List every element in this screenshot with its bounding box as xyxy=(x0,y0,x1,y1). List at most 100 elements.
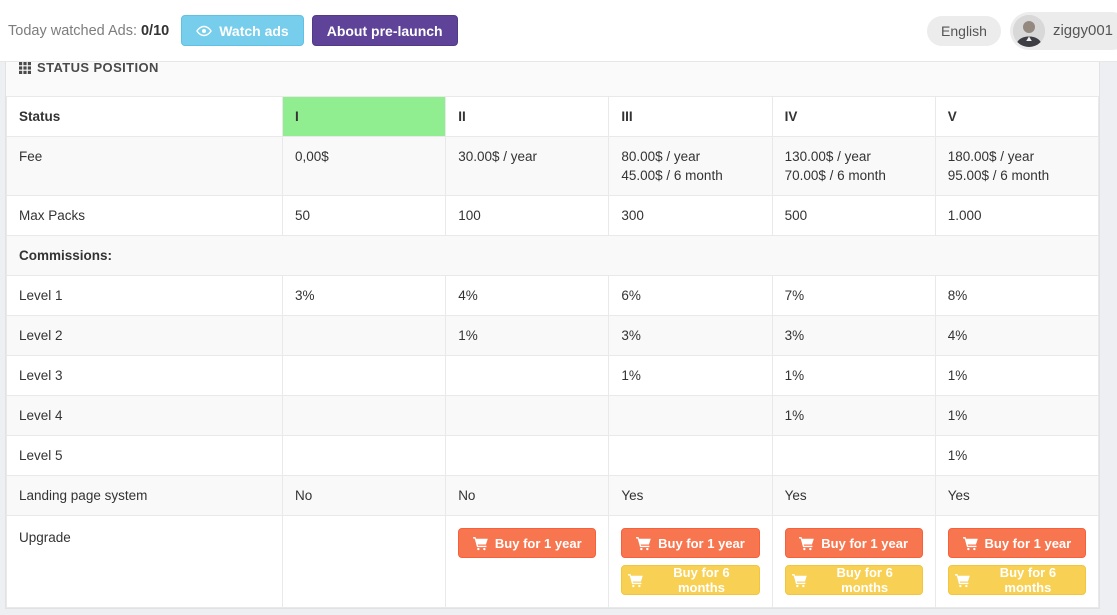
level-5-status-1 xyxy=(281,435,447,476)
table-header-row: Status I II III IV V xyxy=(6,96,1100,137)
avatar xyxy=(1012,14,1045,47)
landing-status-3: Yes xyxy=(608,475,773,516)
fee-year-price: 130.00$ / year xyxy=(784,149,871,164)
upgrade-status-3: Buy for 1 year Buy for 6 months xyxy=(608,515,773,608)
fee-status-4: 130.00$ / year 70.00$ / 6 month xyxy=(771,136,936,196)
level-5-status-4 xyxy=(771,435,936,476)
landing-status-1: No xyxy=(281,475,447,516)
panel-title: STATUS POSITION xyxy=(19,60,159,75)
row-label-level-3: Level 3 xyxy=(6,355,283,396)
navbar-left: Today watched Ads: 0/10 Watch ads About p… xyxy=(0,15,458,46)
max-packs-status-1: 50 xyxy=(281,195,447,236)
fee-status-3: 80.00$ / year 45.00$ / 6 month xyxy=(608,136,773,196)
row-label-level-2: Level 2 xyxy=(6,315,283,356)
max-packs-status-4: 500 xyxy=(771,195,936,236)
level-2-status-2: 1% xyxy=(445,315,610,356)
row-label-max-packs: Max Packs xyxy=(6,195,283,236)
row-label-landing-page-system: Landing page system xyxy=(6,475,283,516)
buy-6-months-button-status-5[interactable]: Buy for 6 months xyxy=(947,565,1086,595)
level-4-status-1 xyxy=(281,395,447,436)
buy-button-label: Buy for 1 year xyxy=(984,535,1072,551)
buy-6-months-button-status-4[interactable]: Buy for 6 months xyxy=(784,565,923,595)
landing-status-2: No xyxy=(445,475,610,516)
level-4-status-4: 1% xyxy=(771,395,936,436)
panel-title-label: STATUS POSITION xyxy=(37,60,159,75)
row-label-level-4: Level 4 xyxy=(6,395,283,436)
watch-ads-button[interactable]: Watch ads xyxy=(181,15,304,46)
column-header-status: Status xyxy=(6,96,283,137)
user-menu[interactable]: ziggy001 xyxy=(1009,11,1117,50)
level-5-status-3 xyxy=(608,435,773,476)
row-label-fee: Fee xyxy=(6,136,283,196)
shopping-cart-icon xyxy=(962,536,978,551)
level-2-status-5: 4% xyxy=(934,315,1100,356)
top-navbar: Today watched Ads: 0/10 Watch ads About p… xyxy=(0,0,1117,62)
row-label-upgrade: Upgrade xyxy=(6,515,283,608)
column-header-1-current: I xyxy=(281,96,447,137)
fee-status-5: 180.00$ / year 95.00$ / 6 month xyxy=(934,136,1100,196)
buy-1-year-button-status-2[interactable]: Buy for 1 year xyxy=(458,528,597,558)
shopping-cart-icon xyxy=(954,573,970,588)
level-1-status-2: 4% xyxy=(445,275,610,316)
level-3-status-4: 1% xyxy=(771,355,936,396)
buy-6-months-button-status-3[interactable]: Buy for 6 months xyxy=(621,565,760,595)
language-selector[interactable]: English xyxy=(927,15,1001,46)
commissions-section-label: Commissions: xyxy=(6,235,1099,276)
fee-row: Fee 0,00$ 30.00$ / year 80.00$ / year 45… xyxy=(6,136,1100,196)
fee-6month-price: 45.00$ / 6 month xyxy=(621,168,723,183)
about-pre-launch-label: About pre-launch xyxy=(326,22,443,39)
level-3-status-2 xyxy=(445,355,610,396)
watched-ads-count: 0/10 xyxy=(140,22,170,39)
upgrade-status-4: Buy for 1 year Buy for 6 months xyxy=(771,515,936,608)
buy-1-year-button-status-3[interactable]: Buy for 1 year xyxy=(621,528,760,558)
buy-1-year-button-status-4[interactable]: Buy for 1 year xyxy=(784,528,923,558)
fee-6month-price: 95.00$ / 6 month xyxy=(947,168,1050,183)
landing-status-5: Yes xyxy=(934,475,1100,516)
navbar-right: English ziggy001 xyxy=(927,11,1117,50)
max-packs-status-5: 1.000 xyxy=(934,195,1100,236)
shopping-cart-icon xyxy=(791,573,807,588)
eye-icon xyxy=(196,23,213,39)
status-table: Status I II III IV V Fee 0,00$ 30.00$ / … xyxy=(6,96,1100,608)
level-5-row: Level 5 1% xyxy=(6,435,1100,476)
buy-button-label: Buy for 1 year xyxy=(494,535,582,551)
landing-status-4: Yes xyxy=(771,475,936,516)
level-1-status-5: 8% xyxy=(934,275,1100,316)
level-1-row: Level 1 3% 4% 6% 7% 8% xyxy=(6,275,1100,316)
fee-status-1: 0,00$ xyxy=(281,136,447,196)
buy-button-label: Buy for 6 months xyxy=(836,565,893,595)
max-packs-status-2: 100 xyxy=(445,195,610,236)
level-2-status-3: 3% xyxy=(608,315,773,356)
row-label-level-1: Level 1 xyxy=(6,275,283,316)
watched-ads-label: Today watched Ads: 0/10 xyxy=(8,23,169,39)
commissions-row: Commissions: xyxy=(6,235,1099,276)
level-4-status-2 xyxy=(445,395,610,436)
about-pre-launch-button[interactable]: About pre-launch xyxy=(311,15,458,46)
level-4-status-5: 1% xyxy=(934,395,1100,436)
row-label-level-5: Level 5 xyxy=(6,435,283,476)
max-packs-row: Max Packs 50 100 300 500 1.000 xyxy=(6,195,1100,236)
fee-status-2: 30.00$ / year xyxy=(445,136,610,196)
level-1-status-1: 3% xyxy=(281,275,447,316)
buy-button-label: Buy for 1 year xyxy=(821,535,908,551)
username: ziggy001 xyxy=(1052,22,1113,39)
level-2-status-1 xyxy=(281,315,447,356)
level-3-row: Level 3 1% 1% 1% xyxy=(6,355,1100,396)
upgrade-status-1-empty xyxy=(281,515,447,608)
status-position-panel: STATUS POSITION Status I II III IV V Fee… xyxy=(5,50,1100,609)
level-4-row: Level 4 1% 1% xyxy=(6,395,1100,436)
upgrade-status-2: Buy for 1 year xyxy=(445,515,610,608)
buy-1-year-button-status-5[interactable]: Buy for 1 year xyxy=(947,528,1086,558)
column-header-2: II xyxy=(445,96,610,137)
upgrade-status-5: Buy for 1 year Buy for 6 months xyxy=(934,515,1100,608)
column-header-3: III xyxy=(608,96,773,137)
level-3-status-1 xyxy=(281,355,447,396)
shopping-cart-icon xyxy=(628,573,644,588)
max-packs-status-3: 300 xyxy=(608,195,773,236)
fee-6month-price: 70.00$ / 6 month xyxy=(784,168,886,183)
shopping-cart-icon xyxy=(472,536,488,551)
shopping-cart-icon xyxy=(799,536,815,551)
level-1-status-4: 7% xyxy=(771,275,936,316)
buy-button-label: Buy for 6 months xyxy=(673,565,730,595)
landing-page-system-row: Landing page system No No Yes Yes Yes xyxy=(6,475,1100,516)
